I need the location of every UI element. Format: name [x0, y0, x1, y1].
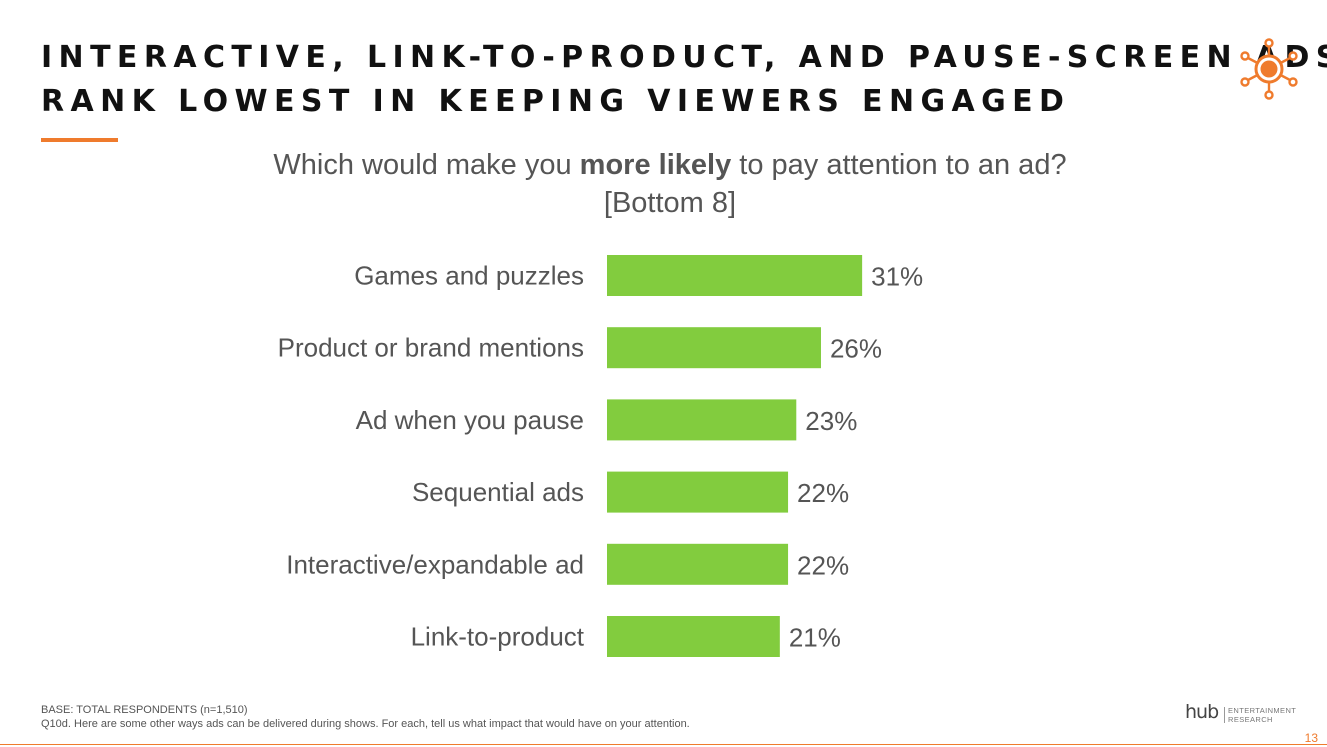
bar — [607, 399, 797, 441]
hub-logo-word-2: RESEARCH — [1228, 715, 1273, 724]
slide-title-line-2: RANK LOWEST IN KEEPING VIEWERS ENGAGED — [41, 84, 1071, 119]
chart-question-line-2: [Bottom 8] — [603, 187, 737, 219]
hub-logo-mark: hub — [1185, 701, 1219, 723]
hub-logo-divider — [1224, 707, 1225, 723]
hub-logo: hub ENTERTAINMENT RESEARCH — [1185, 701, 1296, 725]
value-label: 21% — [789, 623, 841, 653]
chart-question: Which would make you more likely to pay … — [220, 146, 1120, 222]
category-label: Link-to-product — [411, 622, 585, 652]
value-label: 22% — [797, 478, 849, 508]
bar — [607, 543, 789, 585]
base-note: BASE: TOTAL RESPONDENTS (n=1,510) — [41, 704, 248, 716]
hub-logo-word-1: ENTERTAINMENT — [1228, 706, 1297, 715]
chart-question-emphasis: more likely — [579, 149, 732, 181]
chart-question-line-1: Which would make you more likely to pay … — [220, 146, 1120, 184]
category-label: Sequential ads — [412, 477, 584, 507]
value-label: 22% — [797, 550, 849, 580]
bar — [607, 616, 780, 657]
bar — [607, 255, 863, 296]
chart-question-post: to pay attention to an ad? — [731, 149, 1067, 181]
slide-title-line-1: INTERACTIVE, LINK-TO-PRODUCT, AND PAUSE-… — [41, 40, 1327, 75]
bar — [607, 471, 789, 513]
slide-title: INTERACTIVE, LINK-TO-PRODUCT, AND PAUSE-… — [41, 36, 1327, 124]
footnote: BASE: TOTAL RESPONDENTS (n=1,510) Q10d. … — [41, 703, 690, 731]
category-label: Ad when you pause — [356, 405, 584, 435]
title-accent-rule — [41, 138, 118, 142]
chart-question-pre: Which would make you — [273, 149, 580, 181]
category-label: Interactive/expandable ad — [286, 549, 584, 579]
value-label: 23% — [805, 406, 857, 436]
bar — [607, 327, 821, 369]
bottom-rule — [0, 744, 1327, 745]
question-note: Q10d. Here are some other ways ads can b… — [41, 718, 690, 730]
category-label: Games and puzzles — [354, 261, 584, 291]
value-label: 26% — [830, 334, 882, 364]
hub-logo-words: ENTERTAINMENT RESEARCH — [1228, 706, 1296, 724]
page-number: 13 — [1304, 731, 1318, 745]
sun-network-icon — [1240, 38, 1298, 100]
value-label: 31% — [871, 262, 923, 292]
category-label: Product or brand mentions — [278, 333, 584, 363]
